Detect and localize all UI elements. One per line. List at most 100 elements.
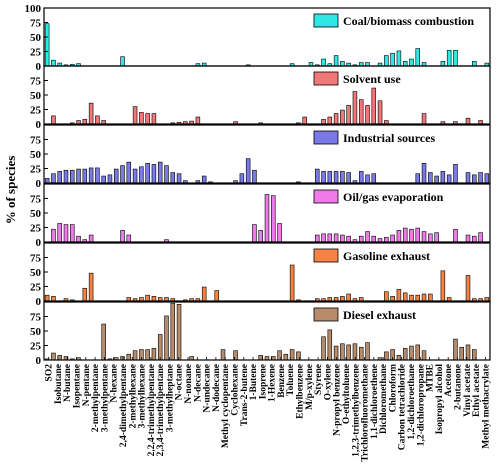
x-tick-label: N-nonane xyxy=(184,364,194,404)
bar xyxy=(472,235,477,243)
bar xyxy=(120,165,125,184)
x-tick-label: Trichlorofluoromethane xyxy=(361,364,371,462)
y-tick-label: 0 xyxy=(36,355,42,367)
bar xyxy=(377,100,383,125)
x-tick-label: Ethylbenzene xyxy=(296,364,306,419)
legend-label: Coal/biomass combustion xyxy=(343,14,474,28)
bar xyxy=(421,350,427,361)
legend-label: Oil/gas evaporation xyxy=(343,190,444,204)
bar xyxy=(333,233,339,243)
y-tick-label: 0 xyxy=(36,119,42,131)
legend-swatch xyxy=(313,307,339,322)
bar xyxy=(440,270,446,302)
bar xyxy=(365,231,370,243)
bar xyxy=(107,174,113,184)
bar xyxy=(333,345,339,361)
bar xyxy=(151,164,157,184)
bar xyxy=(164,165,169,184)
bar xyxy=(113,168,119,184)
bar xyxy=(57,355,62,361)
bar xyxy=(446,174,452,184)
bar xyxy=(88,272,94,302)
bar xyxy=(88,102,94,125)
bar xyxy=(327,233,333,243)
bar xyxy=(327,171,333,184)
x-tick-label: Vinyl acetate xyxy=(463,364,473,417)
bar xyxy=(302,116,307,125)
x-tick-label: Trans-2-butene xyxy=(240,364,250,426)
bar xyxy=(271,195,276,243)
panel-3: 0 25 50 75 Industrial sources xyxy=(30,124,491,190)
x-tick-label: 2-butanone xyxy=(453,364,463,410)
legend: Gasoline exhaust xyxy=(313,248,430,263)
bar xyxy=(428,233,433,243)
bar xyxy=(139,112,144,125)
bar xyxy=(195,116,201,125)
x-tick-label: O-xylene xyxy=(323,364,333,400)
bar xyxy=(453,50,458,67)
bar xyxy=(358,99,364,125)
bar xyxy=(82,119,88,125)
bar xyxy=(346,293,351,302)
y-tick-label: 25 xyxy=(30,341,42,353)
bar xyxy=(289,349,295,361)
bar xyxy=(465,275,471,302)
x-tick-label: 3-methylpentane xyxy=(100,364,110,432)
bar xyxy=(402,292,408,302)
bar xyxy=(390,296,395,302)
bar xyxy=(176,173,182,184)
bar xyxy=(365,174,370,184)
bar xyxy=(126,353,132,361)
bar xyxy=(421,293,427,302)
bar xyxy=(176,304,182,361)
x-tick-label: 3-methylheptane xyxy=(165,364,175,432)
bar xyxy=(252,169,257,184)
y-axis-label: % of species xyxy=(3,156,18,225)
bar xyxy=(396,230,402,243)
bar xyxy=(365,105,370,125)
bar xyxy=(327,116,333,125)
bar xyxy=(384,55,389,67)
x-tick-label: 1,1-dichloroethene xyxy=(370,364,380,439)
y-tick-label: 75 xyxy=(30,312,42,324)
y-tick-label: 0 xyxy=(36,61,42,73)
bar xyxy=(384,351,389,361)
x-tick-label: 2,3,4-trimethylpentane xyxy=(156,364,166,456)
bar xyxy=(51,352,56,361)
y-tick-label: 50 xyxy=(30,326,42,338)
bar xyxy=(478,232,483,243)
bar xyxy=(484,173,490,184)
bar xyxy=(258,230,263,243)
bar xyxy=(252,224,257,243)
legend-swatch xyxy=(313,71,339,86)
bar xyxy=(44,294,50,302)
bar xyxy=(132,168,138,184)
bar xyxy=(76,235,81,243)
x-tick-label: Cyclohexane xyxy=(230,364,240,416)
bar xyxy=(358,171,364,184)
panel-1: 0 25 50 75 100 Coal/biomass combustion xyxy=(25,3,491,73)
bar xyxy=(327,329,333,361)
bar xyxy=(151,113,157,125)
bar xyxy=(396,355,402,361)
bar xyxy=(365,342,370,361)
bar xyxy=(415,227,420,243)
bar xyxy=(315,168,320,184)
panel-2: 0 25 50 75 Solvent use xyxy=(30,65,491,131)
panels-group: 0 25 50 75 100 Coal/biomass combustion 0 25 50 75… xyxy=(25,3,491,367)
y-tick-label: 75 xyxy=(30,253,42,265)
y-tick-label: 0 xyxy=(36,296,42,308)
x-tick-label: Ethyl acetate xyxy=(472,364,482,417)
bar xyxy=(277,223,282,243)
y-tick-label: 50 xyxy=(30,90,42,102)
x-tick-label: MTBE xyxy=(426,364,436,392)
bar xyxy=(453,228,458,243)
y-tick-label: 75 xyxy=(30,18,42,30)
bar xyxy=(63,169,69,184)
bar xyxy=(440,171,446,184)
bar xyxy=(340,171,345,184)
bar xyxy=(157,161,163,184)
x-tick-label: N-pentane xyxy=(82,364,92,406)
bar xyxy=(421,113,427,125)
